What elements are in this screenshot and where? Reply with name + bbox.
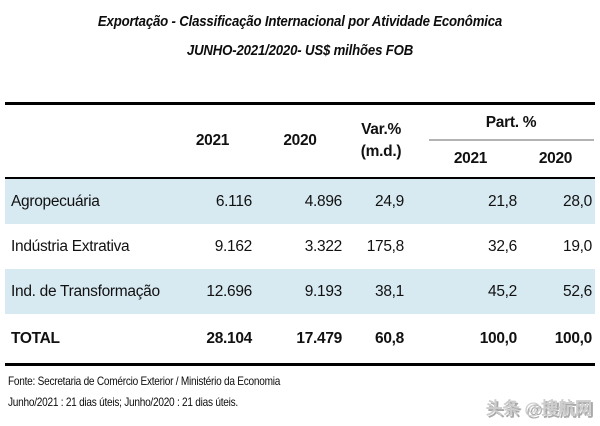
table-row-ind-transformacao: Ind. de Transformação 12.696 9.193 38,1 … — [5, 269, 595, 314]
cell-2021: 6.116 — [215, 192, 252, 210]
cell-2020: 3.322 — [304, 237, 343, 255]
var-pct-label-line1: Var.% — [361, 121, 401, 138]
column-header-2020: 2020 — [283, 132, 317, 149]
cell-2020: 17.479 — [296, 329, 342, 347]
cell-part-2021: 21,8 — [488, 192, 517, 210]
footer-source: Fonte: Secretaria de Comércio Exterior /… — [8, 374, 281, 388]
row-label: Indústria Extrativa — [11, 237, 130, 255]
table-row-agropecuaria: Agropecuária 6.116 4.896 24,9 21,8 28,0 — [5, 179, 595, 224]
column-header-part-pct: Part. % — [407, 105, 595, 141]
row-label: Agropecuária — [11, 192, 100, 210]
footer-block: Fonte: Secretaria de Comércio Exterior /… — [8, 371, 505, 413]
table-row-industria-extrativa: Indústria Extrativa 9.162 3.322 175,8 32… — [5, 224, 595, 269]
cell-2020: 9.193 — [304, 282, 343, 300]
var-pct-label-line2: (m.d.) — [360, 143, 402, 160]
title-block: Exportação - Classificação Internacional… — [36, 0, 564, 65]
cell-2021: 12.696 — [206, 282, 252, 300]
cell-part-2021: 32,6 — [488, 237, 517, 255]
row-label: Ind. de Transformação — [11, 282, 160, 300]
cell-part-2020: 52,6 — [563, 282, 592, 300]
export-table: 2021 2020 Var.% (m.d.) Part. % 2021 2020… — [5, 102, 595, 366]
cell-var-pct: 38,1 — [375, 282, 404, 300]
table-header: 2021 2020 Var.% (m.d.) Part. % 2021 2020 — [5, 105, 595, 179]
cell-part-2021: 100,0 — [479, 329, 518, 347]
subheader-part-2020: 2020 — [538, 150, 573, 167]
cell-var-pct: 24,9 — [375, 192, 404, 210]
column-header-2021: 2021 — [195, 132, 230, 149]
cell-2021: 28.104 — [206, 329, 252, 347]
page-subtitle: JUNHO-2021/2020- US$ milhões FOB — [186, 42, 414, 59]
cell-part-2020: 19,0 — [563, 237, 592, 255]
cell-var-pct: 175,8 — [366, 237, 405, 255]
cell-part-2020: 100,0 — [554, 329, 593, 347]
cell-part-2021: 45,2 — [488, 282, 517, 300]
subheader-part-2021: 2021 — [453, 150, 488, 167]
table-row-total: TOTAL 28.104 17.479 60,8 100,0 100,0 — [5, 314, 595, 363]
row-label: TOTAL — [11, 329, 60, 347]
page-title: Exportação - Classificação Internacional… — [97, 13, 503, 30]
footer-note: Junho/2021 : 21 dias úteis; Junho/2020 :… — [8, 395, 238, 409]
header-empty-cell — [5, 105, 170, 177]
column-header-var-pct: Var.% (m.d.) — [345, 119, 407, 163]
watermark-text: 头条 @搜航网 — [485, 399, 592, 418]
cell-2021: 9.162 — [214, 237, 253, 255]
cell-part-2020: 28,0 — [563, 192, 592, 210]
cell-var-pct: 60,8 — [375, 329, 404, 347]
cell-2020: 4.896 — [304, 192, 343, 210]
